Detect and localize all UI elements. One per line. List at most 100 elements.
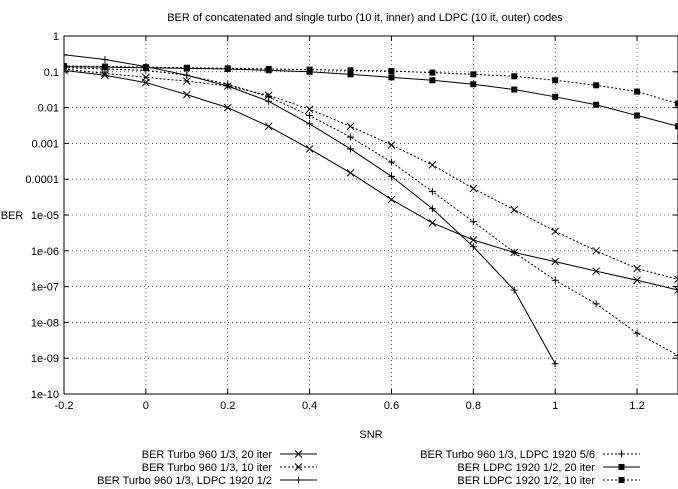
data-point: [101, 63, 108, 70]
plot-frame: [63, 35, 678, 395]
legend-label: BER Turbo 960 1/3, 20 iter: [142, 449, 273, 461]
data-point: [674, 286, 678, 294]
data-point: [101, 69, 109, 78]
series-line: [64, 69, 678, 291]
chart-title: BER of concatenated and single turbo (10…: [167, 12, 563, 24]
series-line: [64, 54, 556, 364]
data-point: [428, 161, 437, 169]
legend-label: BER Turbo 960 1/3, LDPC 1920 1/2: [97, 475, 272, 487]
data-point: [387, 195, 396, 204]
data-point: [346, 122, 355, 131]
data-point: [101, 56, 109, 64]
data-point: [552, 77, 559, 84]
x-axis-label: SNR: [359, 429, 382, 441]
series-6: [64, 63, 678, 107]
series-line: [64, 65, 678, 105]
data-point: [510, 248, 518, 256]
data-point: [346, 169, 355, 177]
legend-label: BER Turbo 960 1/3, 10 iter: [142, 462, 273, 474]
data-point: [428, 188, 436, 196]
data-point: [306, 120, 314, 128]
data-point: [551, 257, 560, 266]
legend-marker: [618, 464, 625, 470]
data-point: [306, 112, 314, 120]
legend-marker: [295, 476, 302, 484]
data-point: [101, 71, 109, 80]
legend-marker: [294, 463, 303, 471]
series-line: [64, 67, 678, 356]
data-point: [674, 275, 678, 284]
data-point: [223, 103, 232, 112]
y-tick-label: 1e-06: [31, 246, 59, 258]
data-point: [634, 88, 641, 95]
data-point: [429, 77, 436, 84]
data-point: [675, 123, 678, 130]
tick-labels: -0.2 0 0.2 0.4 0.6 0.8 1 1.2 1 0.1 0.01 0.001 0.0001…: [25, 31, 678, 412]
data-point: [592, 246, 600, 255]
x-tick-label: -0.2: [55, 400, 74, 412]
data-point: [551, 276, 559, 284]
grid: [63, 35, 678, 395]
data-point: [142, 64, 149, 71]
data-point: [264, 122, 273, 131]
series-4: [64, 64, 678, 359]
x-tick-label: 0: [143, 400, 149, 412]
series-1: [64, 66, 678, 294]
data-point: [64, 51, 68, 59]
data-point: [64, 63, 67, 70]
data-point: [429, 69, 436, 76]
data-point: [224, 65, 231, 72]
data-point: [469, 236, 478, 244]
data-point: [387, 158, 395, 166]
data-point: [182, 77, 191, 85]
data-point: [511, 86, 518, 93]
data-point: [633, 264, 641, 273]
data-point: [551, 360, 559, 368]
data-point: [551, 227, 560, 236]
data-point: [347, 71, 354, 78]
data-point: [469, 184, 478, 193]
data-point: [593, 101, 600, 108]
series-5: [64, 63, 678, 130]
data-point: [428, 219, 437, 227]
data-point: [387, 141, 396, 149]
y-axis-label: BER: [1, 210, 24, 222]
legend-entry: BER Turbo 960 1/3, 10 iter: [142, 462, 317, 474]
data-point: [265, 93, 273, 101]
x-tick-label: 0.4: [302, 400, 317, 412]
data-point: [592, 267, 600, 276]
x-tick-label: 0.8: [466, 400, 481, 412]
legend-entry: BER LDPC 1920 1/2, 10 iter: [457, 475, 640, 487]
y-tick-label: 1e-07: [31, 282, 59, 294]
legend-entry: BER Turbo 960 1/3, LDPC 1920 1/2: [97, 475, 317, 487]
data-point: [510, 205, 519, 214]
data-point: [510, 286, 518, 294]
data-point: [428, 205, 436, 213]
series-line: [64, 66, 678, 127]
y-tick-label: 0.0001: [25, 174, 59, 186]
data-point: [305, 105, 314, 114]
x-tick-label: 0.2: [220, 400, 235, 412]
legend-marker: [294, 450, 303, 458]
data-point: [469, 243, 477, 251]
data-point: [470, 81, 477, 88]
data-point: [633, 329, 641, 337]
legend-entry: BER Turbo 960 1/3, 20 iter: [142, 449, 317, 461]
data-point: [388, 68, 395, 75]
data-point: [674, 351, 678, 359]
y-tick-label: 1: [53, 31, 59, 43]
legend-label: BER LDPC 1920 1/2, 10 iter: [457, 475, 595, 487]
series-2: [64, 65, 678, 284]
data-point: [634, 112, 641, 119]
legend-label: BER LDPC 1920 1/2, 20 iter: [457, 462, 595, 474]
data-point: [347, 133, 355, 141]
legend-marker: [618, 477, 625, 483]
data-point: [305, 145, 314, 153]
data-point: [470, 71, 477, 78]
x-tick-label: 1.2: [629, 400, 644, 412]
data-point: [592, 300, 600, 308]
data-point: [182, 90, 191, 99]
y-tick-label: 0.1: [44, 67, 59, 79]
